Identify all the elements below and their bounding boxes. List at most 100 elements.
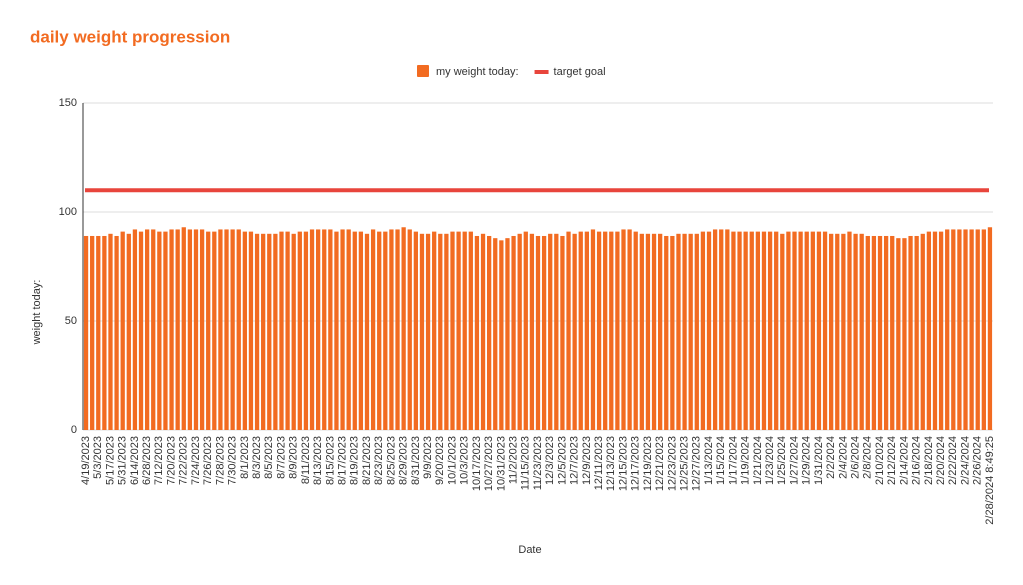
bar: [810, 231, 815, 430]
bar: [395, 229, 400, 430]
bar: [877, 235, 883, 430]
bar: [199, 229, 205, 430]
bar: [896, 238, 901, 430]
bar: [645, 233, 651, 430]
bar: [120, 231, 125, 430]
chart-title: daily weight progression: [30, 27, 230, 46]
x-tick-label: 5/31/2023: [117, 436, 129, 485]
bar: [267, 233, 272, 430]
x-tick-label: 6/28/2023: [141, 436, 153, 485]
bar: [725, 229, 730, 430]
bar: [144, 229, 150, 430]
bar: [932, 231, 938, 430]
bar: [242, 231, 247, 430]
bar: [743, 231, 748, 430]
x-tick-label: 8/11/2023: [300, 436, 312, 484]
bar: [572, 233, 577, 430]
bar: [780, 233, 785, 430]
x-tick-label: 7/12/2023: [153, 436, 165, 485]
bar: [96, 235, 101, 430]
x-tick-label: 8/21/2023: [361, 436, 373, 485]
x-tick-label: 8/5/2023: [263, 436, 275, 479]
bar: [419, 233, 425, 430]
x-tick-label: 12/27/2023: [691, 436, 703, 491]
bar: [181, 227, 186, 430]
x-tick-label: 2/18/2024: [923, 436, 935, 485]
bar: [859, 233, 864, 430]
x-tick-label: 1/27/2024: [788, 436, 800, 485]
bar: [309, 229, 315, 430]
x-tick-label: 10/27/2023: [483, 436, 495, 491]
bar: [609, 231, 614, 430]
bar: [969, 229, 974, 430]
x-tick-label: 12/15/2023: [617, 436, 629, 491]
bar: [847, 231, 852, 430]
x-tick-label: 2/22/2024: [947, 436, 959, 485]
x-tick-label: 12/25/2023: [678, 436, 690, 491]
x-tick-label: 1/23/2024: [764, 436, 776, 485]
bar: [444, 233, 449, 430]
bar: [364, 233, 370, 430]
bar: [853, 233, 858, 430]
bar: [658, 233, 663, 430]
bar: [322, 229, 327, 430]
bar: [792, 231, 797, 430]
bar: [975, 229, 980, 430]
x-tick-label: 2/2/2024: [825, 436, 837, 479]
bar: [694, 233, 699, 430]
x-tick-label: 12/11/2023: [593, 436, 605, 490]
bar: [102, 235, 107, 430]
x-tick-label: 2/8/2024: [862, 436, 874, 479]
bar: [737, 231, 742, 430]
y-tick-label: 50: [65, 315, 77, 327]
bar: [786, 231, 791, 430]
x-tick-label: 12/23/2023: [666, 436, 678, 491]
x-tick-label: 5/3/2023: [92, 436, 104, 479]
bar: [829, 233, 834, 430]
bar: [511, 235, 516, 430]
x-tick-label: 11/2/2023: [507, 436, 519, 484]
x-tick-label: 9/20/2023: [434, 436, 446, 485]
bar: [328, 229, 333, 430]
x-tick-label: 10/3/2023: [459, 436, 471, 485]
x-tick-label: 12/19/2023: [642, 436, 654, 491]
bar: [621, 229, 626, 430]
y-axis-title: weight today:: [31, 280, 43, 346]
bar: [774, 231, 779, 430]
bar: [584, 231, 589, 430]
x-tick-label: 2/12/2024: [886, 436, 898, 485]
bar: [261, 233, 266, 430]
bar: [456, 231, 461, 430]
bar: [340, 229, 345, 430]
bar: [755, 231, 761, 430]
x-tick-label: 1/17/2024: [727, 436, 739, 485]
y-tick-label: 150: [59, 97, 77, 109]
bar: [505, 238, 510, 430]
bar: [279, 231, 284, 430]
bar: [468, 231, 473, 430]
legend-swatch: [417, 65, 429, 77]
x-tick-label: 8/13/2023: [312, 436, 324, 485]
bar: [651, 233, 657, 430]
x-tick-label: 2/26/2024: [972, 436, 984, 485]
bar: [218, 229, 223, 430]
bar: [816, 231, 822, 430]
bar: [480, 233, 486, 430]
bar: [633, 231, 638, 430]
bar: [493, 238, 498, 430]
x-tick-label: 12/5/2023: [556, 436, 568, 485]
y-tick-label: 0: [71, 424, 77, 436]
x-tick-label: 12/3/2023: [544, 436, 556, 485]
bar: [926, 231, 932, 430]
bar: [273, 233, 278, 430]
bar: [352, 231, 357, 430]
bar: [132, 229, 138, 430]
x-tick-label: 2/14/2024: [898, 436, 910, 485]
x-tick-label: 8/29/2023: [398, 436, 410, 485]
bar: [749, 231, 754, 430]
bar: [981, 229, 986, 430]
bar: [90, 235, 95, 430]
bar: [383, 231, 388, 430]
x-tick-label: 8/23/2023: [373, 436, 385, 485]
bar: [358, 231, 364, 430]
